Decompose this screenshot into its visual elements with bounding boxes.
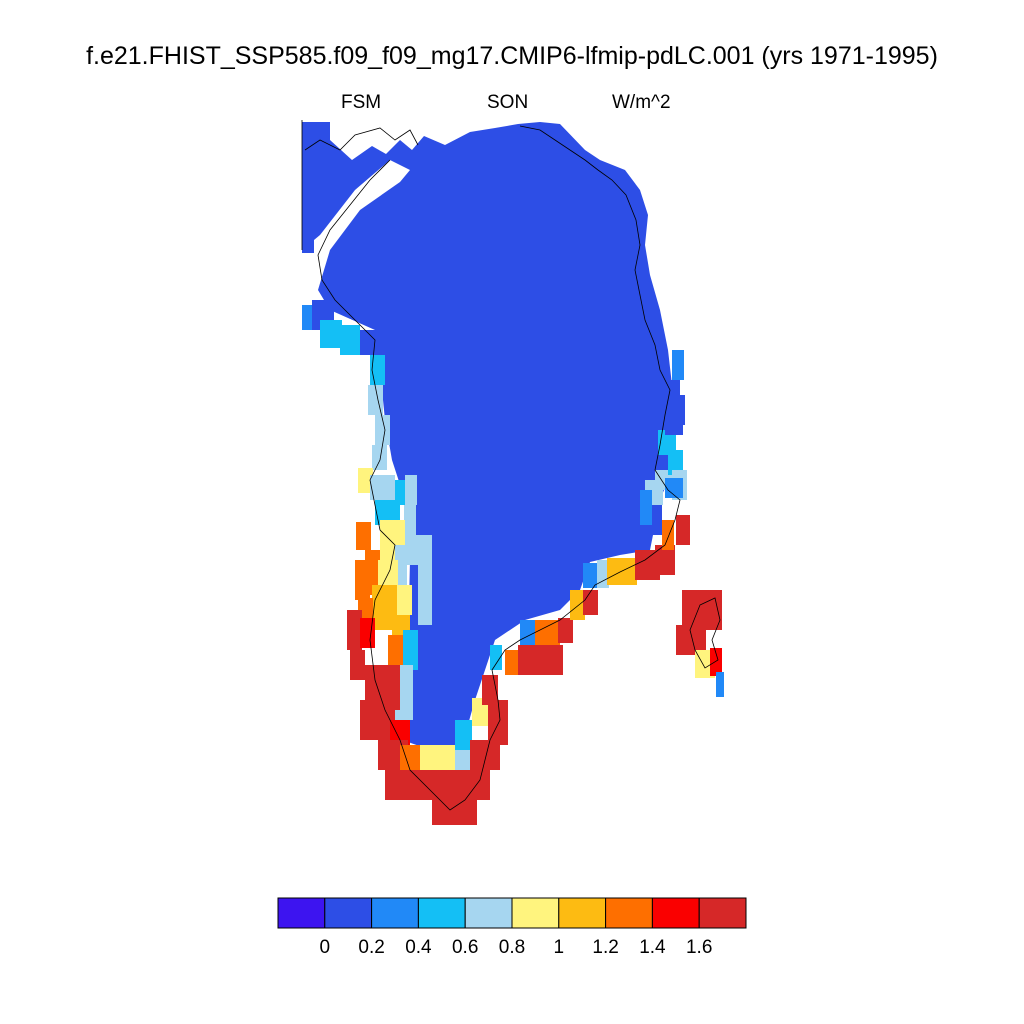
grid-cell (372, 445, 387, 470)
units-label: W/m^2 (612, 92, 671, 113)
grid-cell (320, 320, 342, 348)
grid-cell (518, 645, 563, 675)
grid-cell (676, 515, 690, 545)
grid-cell (418, 535, 432, 625)
colorbar-label: 0 (320, 937, 331, 958)
colorbar-label: 1 (554, 937, 565, 958)
grid-cell (347, 610, 362, 650)
season-label: SON (487, 92, 529, 113)
grid-cell (360, 700, 395, 740)
grid-cell (455, 720, 472, 750)
colorbar-box (698, 897, 747, 929)
grid-cell (360, 618, 375, 648)
grid-cell (650, 505, 662, 535)
colorbar-box (651, 897, 700, 929)
colorbar-label: 1.2 (592, 937, 618, 958)
grid-cell (302, 235, 314, 253)
grid-cell (490, 645, 502, 670)
grid-cell (397, 585, 412, 615)
colorbar-label: 0.8 (499, 937, 525, 958)
colorbar-box (277, 897, 326, 929)
grid-cell (358, 468, 373, 493)
grid-cell (640, 490, 652, 525)
grid-cell (716, 672, 724, 697)
grid-cell (675, 395, 685, 425)
grid-cell (390, 720, 410, 745)
grid-cell (355, 560, 370, 600)
grid-cell (370, 475, 395, 500)
grid-cell (535, 620, 560, 645)
coastline (301, 120, 721, 811)
grid-cell (655, 545, 675, 575)
grid-cell (403, 630, 418, 670)
grid-cell (398, 665, 413, 700)
grid-cell (356, 522, 371, 550)
grid-cell (400, 745, 420, 770)
colorbar-box (417, 897, 466, 929)
colorbar-label: 1.4 (639, 937, 666, 958)
colorbar-label: 1.6 (686, 937, 712, 958)
grid-cell (682, 590, 722, 630)
grid-cell (658, 430, 676, 455)
colorbar-box (464, 897, 513, 929)
colorbar-labels: 0 0.2 0.4 0.6 0.8 1 1.2 1.4 1.6 (320, 937, 713, 958)
plot-title: f.e21.FHIST_SSP585.f09_f09_mg17.CMIP6-lf… (86, 42, 938, 70)
grid-cell (482, 675, 498, 705)
colorbar-box (511, 897, 560, 929)
grid-cell (505, 650, 520, 675)
grid-cell (470, 740, 500, 770)
grid-cell (710, 648, 722, 676)
greenland-interior (302, 122, 672, 750)
colorbar-label: 0.6 (452, 937, 478, 958)
colorbar-box (558, 897, 607, 929)
grid-cell (360, 330, 380, 355)
grid-cell (405, 475, 417, 505)
grid-cell (455, 748, 472, 773)
colorbar-box (371, 897, 419, 929)
grid-cell (570, 590, 585, 620)
coastal-cells (302, 235, 724, 825)
grid-cell (583, 590, 598, 615)
grid-cell (378, 560, 398, 585)
colorbar-box (605, 897, 653, 929)
grid-cell (668, 450, 683, 475)
colorbar-label: 0.4 (405, 937, 432, 958)
colorbar-box (324, 897, 373, 929)
grid-cell (388, 635, 403, 670)
grid-cell (380, 520, 405, 535)
grid-cell (583, 563, 598, 588)
colorbar-label: 0.2 (358, 937, 384, 958)
colorbar-boxes (277, 897, 747, 929)
grid-cell (597, 560, 609, 588)
grid-cell (404, 505, 416, 540)
grid-cell (665, 478, 683, 498)
coastline-path (301, 120, 721, 811)
grid-cell (672, 350, 684, 380)
grid-cell (405, 535, 420, 565)
grid-cell (350, 650, 365, 680)
interior-field (302, 122, 672, 750)
grid-cell (520, 620, 535, 645)
grid-cell (558, 618, 573, 643)
grid-cell (375, 415, 390, 445)
grid-cell (368, 385, 383, 415)
grid-cell (662, 520, 674, 550)
variable-label: FSM (341, 92, 382, 113)
grid-cell (607, 558, 637, 585)
grid-cell (340, 325, 360, 355)
